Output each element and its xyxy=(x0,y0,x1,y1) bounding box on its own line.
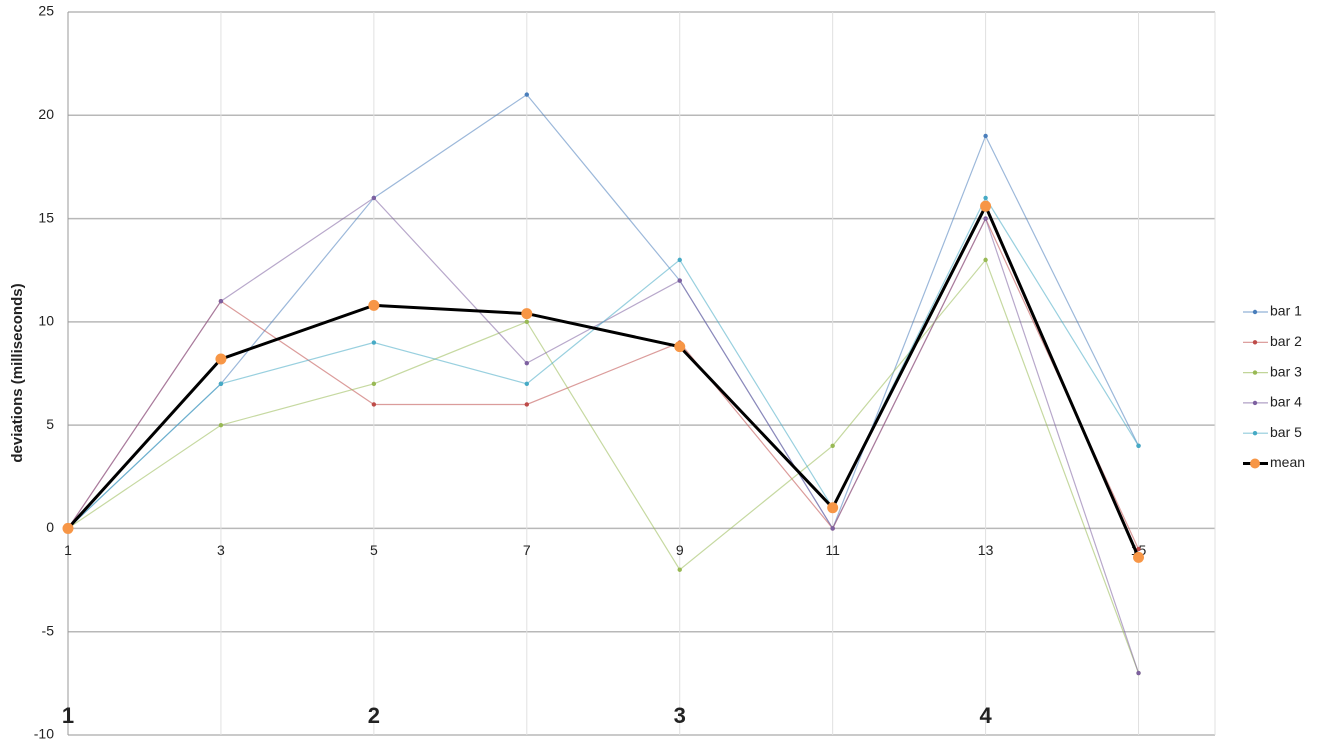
x-tick-label: 11 xyxy=(825,542,840,558)
point xyxy=(524,319,529,325)
x-tick-label: 1 xyxy=(64,542,72,558)
point xyxy=(218,299,224,304)
point xyxy=(524,360,529,366)
legend-label: bar 1 xyxy=(1270,303,1302,319)
y-tick-label: 5 xyxy=(46,416,54,432)
series-line xyxy=(67,93,1140,530)
point xyxy=(1136,546,1141,552)
legend-marker xyxy=(1252,400,1258,406)
y-tick-label: 0 xyxy=(46,519,54,535)
point xyxy=(368,299,380,311)
point xyxy=(674,341,686,353)
y-tick-label: -10 xyxy=(34,726,54,742)
point xyxy=(983,195,988,201)
point xyxy=(830,526,835,531)
legend-label: bar 2 xyxy=(1270,333,1302,349)
x-tick-label: 7 xyxy=(523,542,531,558)
point xyxy=(218,381,224,387)
point xyxy=(371,340,377,345)
point xyxy=(677,257,682,263)
y-tick-label: 15 xyxy=(38,209,54,225)
point xyxy=(218,422,224,428)
point xyxy=(62,522,74,534)
legend-label: mean xyxy=(1270,454,1305,470)
y-tick-label: 20 xyxy=(38,106,54,122)
point xyxy=(830,443,835,448)
point xyxy=(983,216,988,221)
y-tick-label: -5 xyxy=(42,622,55,638)
legend-marker xyxy=(1252,340,1258,345)
annotation: 4 xyxy=(979,703,992,728)
point xyxy=(524,92,529,97)
point xyxy=(521,308,533,320)
point xyxy=(215,353,227,365)
y-tick-label: 10 xyxy=(38,313,54,329)
legend-marker xyxy=(1252,309,1258,315)
point xyxy=(524,402,529,407)
series-line xyxy=(67,258,1140,674)
y-axis-label: deviations (milliseconds) xyxy=(9,283,26,462)
annotation: 2 xyxy=(368,703,380,728)
legend-marker xyxy=(1252,431,1258,436)
series-line xyxy=(67,217,1140,550)
point xyxy=(1133,551,1145,563)
point xyxy=(980,200,992,212)
x-tick-label: 13 xyxy=(978,542,994,558)
x-tick-label: 5 xyxy=(370,542,378,558)
legend-marker xyxy=(1252,370,1258,375)
series-line xyxy=(67,196,1140,529)
legend-marker xyxy=(1250,458,1260,469)
legend-label: bar 5 xyxy=(1270,424,1302,440)
x-tick-label: 3 xyxy=(217,542,225,558)
point xyxy=(371,402,377,407)
point xyxy=(371,195,377,201)
point xyxy=(983,257,988,263)
point xyxy=(983,133,988,139)
series-line xyxy=(66,202,1140,558)
annotation: 3 xyxy=(674,703,686,728)
x-tick-label: 9 xyxy=(676,542,684,558)
point xyxy=(677,567,682,572)
legend-label: bar 4 xyxy=(1270,394,1302,410)
point xyxy=(524,381,529,387)
y-tick-label: 25 xyxy=(38,3,54,19)
annotation: 1 xyxy=(62,703,74,728)
legend-label: bar 3 xyxy=(1270,363,1302,379)
point xyxy=(371,381,377,387)
point xyxy=(677,278,682,283)
point xyxy=(1136,443,1141,448)
point xyxy=(1136,670,1141,676)
point xyxy=(827,502,839,514)
